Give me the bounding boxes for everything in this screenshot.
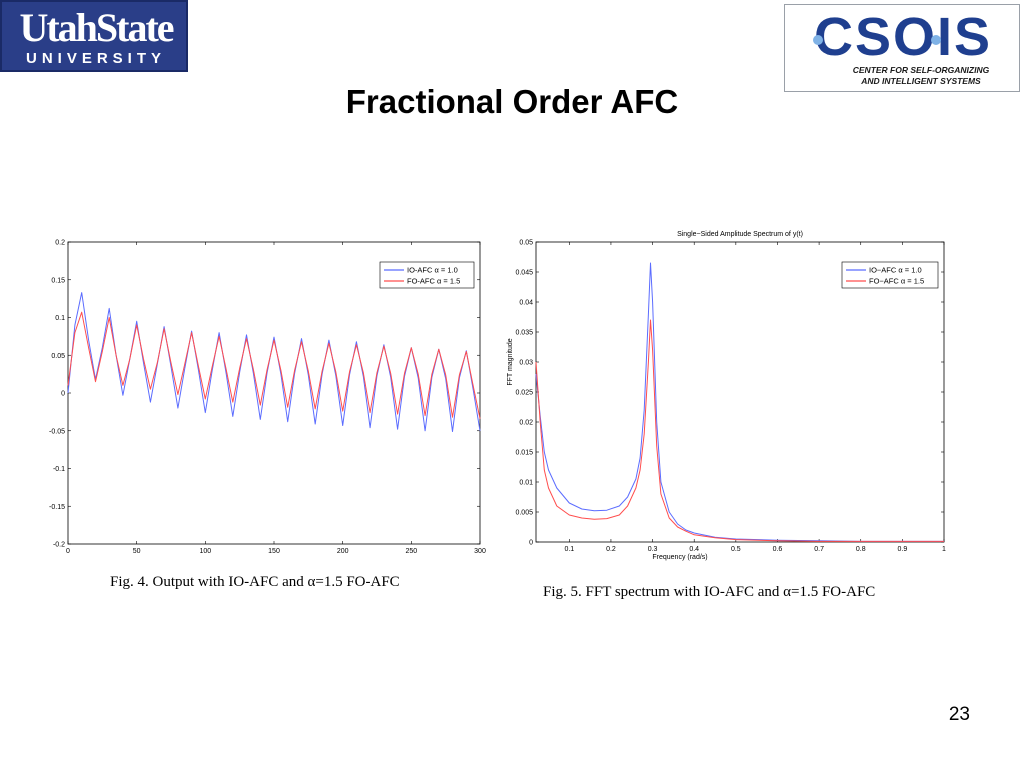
y-tick-label: 0.015: [515, 450, 533, 457]
legend-label: FO−AFC α = 1.5: [869, 277, 924, 286]
x-axis-label: Frequency (rad/s): [652, 554, 707, 561]
csois-logo-subtitle-line2: AND INTELLIGENT SYSTEMS: [861, 76, 981, 86]
x-tick-label: 100: [199, 548, 211, 555]
y-tick-label: -0.05: [49, 428, 65, 435]
y-tick-label: 0.05: [51, 353, 65, 360]
x-tick-label: 0.3: [648, 546, 658, 553]
page-number: 23: [948, 704, 970, 725]
y-tick-label: 0.02: [519, 420, 533, 427]
legend: [379, 261, 475, 289]
x-tick-label: 0.2: [606, 546, 616, 553]
y-tick-label: 0.035: [515, 330, 533, 337]
legend-label: IO-AFC α = 1.0: [407, 266, 458, 275]
csois-logo-subtitle-line1: CENTER FOR SELF-ORGANIZING: [852, 65, 990, 75]
series-line-fo-afc: [535, 319, 944, 542]
y-tick-label: -0.15: [49, 504, 65, 511]
csois-logo-dot-icon: [931, 35, 941, 45]
x-tick-label: 0.9: [898, 546, 908, 553]
y-tick-label: 0.1: [55, 315, 65, 322]
csois-logo-subtitle: CENTER FOR SELF-ORGANIZING AND INTELLIGE…: [825, 65, 1017, 87]
legend-label: IO−AFC α = 1.0: [869, 266, 922, 275]
y-tick-label: 0.01: [519, 480, 533, 487]
x-tick-label: 0.1: [564, 546, 574, 553]
usu-logo-line1: UtahState: [19, 5, 174, 50]
x-tick-label: 0.6: [773, 546, 783, 553]
fft-spectrum-chart: 0 0.005 0.01 0.015 0.02 0.025 0.03 0.035 0.04 0.0…: [507, 231, 946, 561]
y-tick-label: 0.025: [515, 390, 533, 397]
x-tick-label: 0.7: [814, 546, 824, 553]
y-tick-label: 0.045: [515, 270, 533, 277]
y-tick-label: -0.1: [53, 466, 65, 473]
csois-logo-dot-icon: [813, 35, 823, 45]
y-tick-label: 0.2: [55, 240, 65, 247]
y-tick-label: 0.05: [519, 240, 533, 247]
x-tick-label: 0.4: [689, 546, 699, 553]
x-tick-label: 0.8: [856, 546, 866, 553]
y-tick-label: 0: [61, 391, 65, 398]
usu-logo-line2: UNIVERSITY: [25, 50, 166, 67]
series-line-io-afc: [535, 262, 944, 542]
x-tick-label: 0.5: [731, 546, 741, 553]
series-line-fo-afc: [67, 311, 481, 419]
slide-title: Fractional Order AFC: [345, 83, 679, 120]
y-axis-label: FFT magnitude: [507, 338, 514, 385]
plot-area: [67, 241, 481, 545]
x-tick-label: 150: [268, 548, 280, 555]
legend: [841, 261, 939, 289]
y-tick-label: 0.03: [519, 360, 533, 367]
x-tick-label: 50: [133, 548, 141, 555]
output-chart: 0.20.150.10.050-0.05-0.1-0.15-0.20 50 100 1…: [49, 240, 486, 556]
fig5-caption: Fig. 5. FFT spectrum with IO-AFC and α=1…: [543, 584, 876, 600]
x-tick-label: 300: [474, 548, 486, 555]
y-tick-label: 0.005: [515, 510, 533, 517]
chart-title: Single−Sided Amplitude Spectrum of y(t): [677, 231, 803, 238]
y-tick-label: -0.2: [53, 542, 65, 549]
legend-label: FO-AFC α = 1.5: [407, 277, 460, 286]
fig4-caption: Fig. 4. Output with IO-AFC and α=1.5 FO-…: [110, 574, 400, 590]
plot-area: [535, 241, 945, 543]
csois-logo: CSOIS CENTER FOR SELF-ORGANIZING AND INT…: [784, 4, 1020, 92]
x-tick-label: 200: [337, 548, 349, 555]
x-tick-label: 250: [405, 548, 417, 555]
csois-logo-word: CSOIS: [813, 7, 993, 67]
x-tick-label: 1: [942, 546, 946, 553]
y-tick-label: 0: [529, 540, 533, 547]
x-tick-label: 0: [66, 548, 70, 555]
usu-logo: UtahState UNIVERSITY: [0, 0, 188, 72]
y-tick-label: 0.04: [519, 300, 533, 307]
y-tick-label: 0.15: [51, 277, 65, 284]
